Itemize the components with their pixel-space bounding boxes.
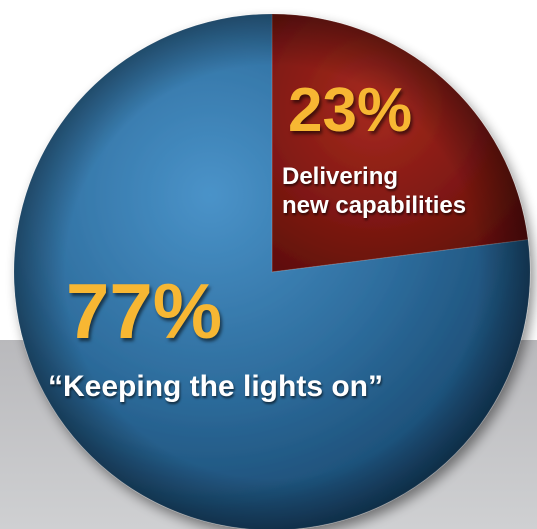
slice-caption-line: Delivering: [282, 163, 399, 190]
slice-percent-label-delivering: 23%: [288, 76, 413, 145]
slice-caption-lights-on: “Keeping the lights on”: [48, 370, 383, 404]
slice-caption-delivering: Delivering new capabilities: [282, 162, 466, 220]
slice-caption-line: new capabilities: [282, 192, 467, 219]
slice-percent-label-lights-on: 77%: [66, 267, 223, 355]
slice-caption-line: “Keeping the lights on”: [48, 370, 383, 403]
